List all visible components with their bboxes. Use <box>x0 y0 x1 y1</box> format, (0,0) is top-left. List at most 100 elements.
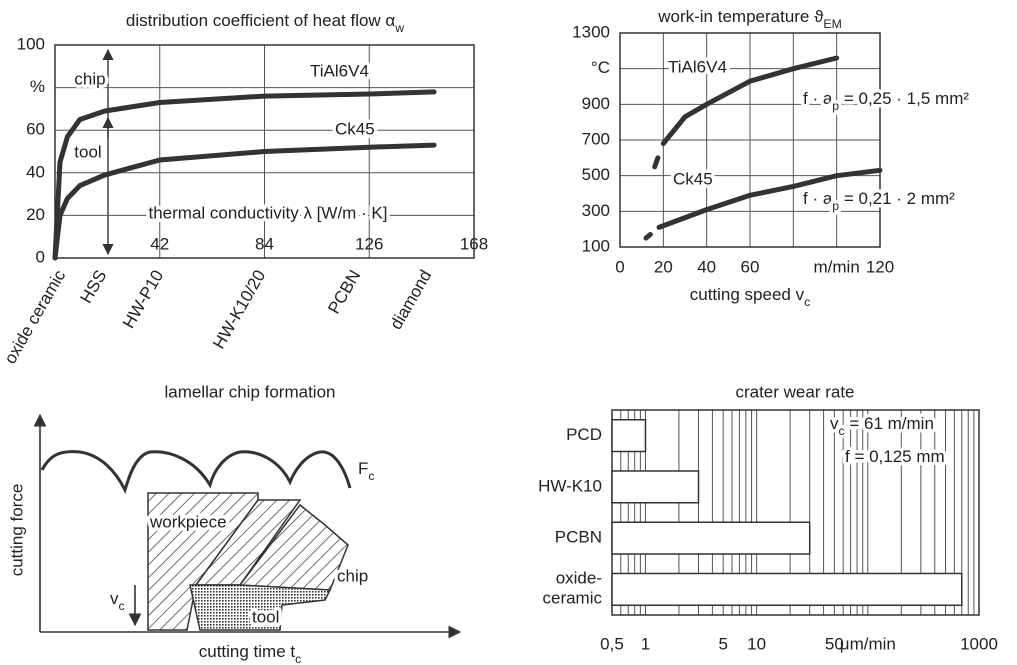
x-tick-label: 40 <box>697 257 716 276</box>
x-axis-label-part: c <box>804 295 810 309</box>
annotation: vc = 61 m/min <box>830 414 934 438</box>
x-tick-label: 120 <box>866 257 894 276</box>
y-tick-label: % <box>30 77 45 96</box>
category-label-line: oxide- <box>556 569 602 588</box>
plot-frame <box>54 44 475 259</box>
x-axis-label: cutting speed vc <box>690 285 810 309</box>
line-series <box>652 55 840 170</box>
material-label: HW-K10/20 <box>209 267 269 352</box>
y-tick-label: 1300 <box>572 22 610 41</box>
series-label: Ck45 <box>673 169 713 188</box>
x-axis-label: cutting time tc <box>199 642 302 665</box>
y-tick-label: 900 <box>582 94 610 113</box>
part-label: chip <box>337 566 368 585</box>
annotation-part: f = 0,125 mm <box>845 447 945 466</box>
category-label-line: ceramic <box>542 589 602 608</box>
category-label: PCD <box>566 425 602 444</box>
x-tick-label: 84 <box>255 234 274 253</box>
x-axis-label: thermal conductivity λ [W/m · K] <box>149 203 388 222</box>
annotation-part: f · a <box>803 189 833 208</box>
y-tick-label: 20 <box>26 205 45 224</box>
material-label: HW-P10 <box>119 267 167 332</box>
annotation: f · ap = 0,25 · 1,5 mm² <box>803 89 969 113</box>
y-tick-label: 40 <box>26 162 45 181</box>
x-tick-label: 126 <box>355 234 383 253</box>
force-label-part: c <box>368 469 374 483</box>
x-axis-label-part: cutting time t <box>199 642 296 661</box>
y-axis-label: cutting force <box>7 484 26 577</box>
material-label: diamond <box>386 267 435 333</box>
x-tick-label: 1 <box>641 634 650 653</box>
plot-frame <box>611 409 980 616</box>
annotation-part: = 0,21 · 2 mm² <box>839 189 955 208</box>
chart-0 <box>54 44 475 259</box>
annotation: f · ap = 0,21 · 2 mm² <box>803 189 955 213</box>
region-label: chip <box>74 69 105 88</box>
x-tick-label: 168 <box>460 234 488 253</box>
x-axis-label-part: c <box>295 652 301 665</box>
line-series <box>52 142 437 261</box>
series-label: Ck45 <box>335 119 375 138</box>
category-label: oxide-ceramic <box>542 569 602 608</box>
bar <box>611 418 647 453</box>
line-series <box>643 167 883 241</box>
plot-frame <box>619 32 881 248</box>
y-tick-label: 500 <box>582 165 610 184</box>
x-tick-label: 20 <box>654 257 673 276</box>
x-tick-label: 5 <box>718 634 727 653</box>
x-tick-label: 60 <box>741 257 760 276</box>
chip-formation-sketch <box>33 413 462 639</box>
bar <box>611 521 811 555</box>
diagram-title: lamellar chip formation <box>164 382 335 401</box>
material-label: PCBN <box>324 267 364 317</box>
line-series <box>52 89 437 261</box>
bar <box>611 470 700 504</box>
category-label: HW-K10 <box>538 476 602 495</box>
region-label: tool <box>74 142 101 161</box>
y-tick-label: 300 <box>582 201 610 220</box>
x-tick-label: 42 <box>150 234 169 253</box>
chart-title-part: work-in temperature ϑ <box>657 7 824 26</box>
annotation-part: f · a <box>803 89 833 108</box>
speed-label: vc <box>110 589 125 613</box>
force-label-part: F <box>358 459 368 478</box>
x-tick-label: 1000 <box>960 634 998 653</box>
y-tick-label: °C <box>591 58 610 77</box>
speed-label-part: v <box>110 589 119 608</box>
part-label: workpiece <box>149 512 227 531</box>
y-tick-label: 0 <box>36 247 45 266</box>
series-label: TiAl6V4 <box>310 61 369 80</box>
part-label: tool <box>252 607 279 626</box>
material-label: HSS <box>76 267 110 307</box>
category-label: PCBN <box>555 528 602 547</box>
y-tick-label: 700 <box>582 129 610 148</box>
chart-title: distribution coefficient of heat flow αw <box>126 11 404 35</box>
y-tick-label: 60 <box>26 120 45 139</box>
series-label: TiAl6V4 <box>668 57 727 76</box>
x-tick-label: 10 <box>747 634 766 653</box>
chart-title-part: w <box>394 21 404 35</box>
annotation-part: = 61 m/min <box>845 414 934 433</box>
chart-title-part: EM <box>823 17 841 31</box>
tool-shape <box>189 584 332 631</box>
x-tick-label: 0 <box>615 257 624 276</box>
chart-1 <box>619 32 881 248</box>
y-tick-label: 100 <box>17 34 45 53</box>
annotation: f = 0,125 mm <box>845 447 945 466</box>
x-tick-label: 0,5 <box>600 634 624 653</box>
material-label: oxide ceramic <box>0 266 69 367</box>
x-tick-label: m/min <box>814 257 860 276</box>
bar <box>611 572 963 607</box>
force-label: Fc <box>358 459 375 483</box>
x-tick-label: 50 <box>825 634 844 653</box>
y-tick-label: 100 <box>582 236 610 255</box>
x-tick-label: μm/min <box>840 634 896 653</box>
x-axis-label-part: cutting speed v <box>690 285 805 304</box>
force-curve <box>40 450 352 495</box>
speed-label-part: c <box>119 599 125 613</box>
chart-title: crater wear rate <box>735 382 854 401</box>
chart-title: work-in temperature ϑEM <box>657 7 842 31</box>
annotation-part: = 0,25 · 1,5 mm² <box>839 89 969 108</box>
